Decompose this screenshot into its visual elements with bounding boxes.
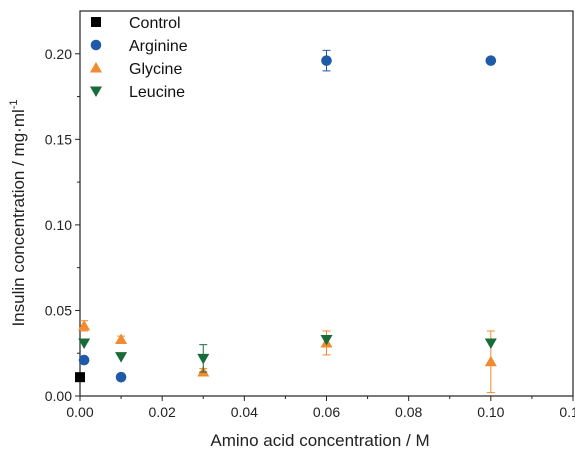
y-tick-label: 0.15 <box>45 131 72 147</box>
data-point-leucine <box>320 335 333 346</box>
data-point-arginine <box>115 371 127 383</box>
data-point-arginine <box>321 55 332 66</box>
data-point-leucine <box>78 338 91 349</box>
y-axis-title-main: Insulin concentration / mg·ml <box>9 109 28 326</box>
x-tick-label: 0.06 <box>313 404 340 420</box>
legend-label: Control <box>129 15 181 32</box>
y-tick-label: 0.20 <box>45 46 72 62</box>
y-axis-title: Insulin concentration / mg·ml-1 <box>8 99 28 326</box>
data-point-leucine <box>197 353 210 365</box>
series-control <box>75 372 85 383</box>
data-point-leucine <box>115 352 128 363</box>
ticks: 0.00 0.02 0.04 0.06 0.08 0.10 0.12 0.00 0.05 0.10… <box>45 46 575 420</box>
legend-label: Leucine <box>129 84 185 101</box>
legend-marker <box>91 17 101 27</box>
data-marks <box>75 49 497 394</box>
x-tick-label: 0.10 <box>477 404 504 420</box>
legend-item-control: Control <box>91 15 181 32</box>
legend-label: Arginine <box>129 38 188 55</box>
y-tick-label: 0.00 <box>45 388 72 404</box>
data-point-control <box>75 372 85 383</box>
legend: Control Arginine Glycine Leucine <box>90 15 188 101</box>
x-tick-label: 0.04 <box>231 404 258 420</box>
data-point-leucine <box>484 338 497 349</box>
series-arginine <box>78 49 497 383</box>
data-point-glycine <box>78 319 91 331</box>
y-tick-label: 0.05 <box>45 302 72 318</box>
x-tick-label: 0.08 <box>395 404 422 420</box>
legend-item-glycine: Glycine <box>90 61 182 78</box>
series-glycine <box>78 319 497 394</box>
legend-marker <box>90 62 102 73</box>
legend-item-leucine: Leucine <box>90 84 185 101</box>
legend-label: Glycine <box>129 61 182 78</box>
data-point-arginine <box>78 354 90 366</box>
x-axis-title: Amino acid concentration / M <box>210 431 429 450</box>
data-point-glycine <box>484 355 497 367</box>
data-point-arginine <box>485 55 497 66</box>
y-axis-title-superscript: -1 <box>8 99 20 109</box>
x-tick-label: 0.12 <box>559 404 575 420</box>
y-tick-label: 0.10 <box>45 217 72 233</box>
legend-item-arginine: Arginine <box>90 38 188 55</box>
series-leucine <box>78 335 497 373</box>
legend-marker <box>90 39 102 51</box>
x-tick-label: 0.00 <box>66 404 93 420</box>
data-point-glycine <box>115 333 128 345</box>
legend-marker <box>90 86 102 97</box>
x-tick-label: 0.02 <box>149 404 176 420</box>
